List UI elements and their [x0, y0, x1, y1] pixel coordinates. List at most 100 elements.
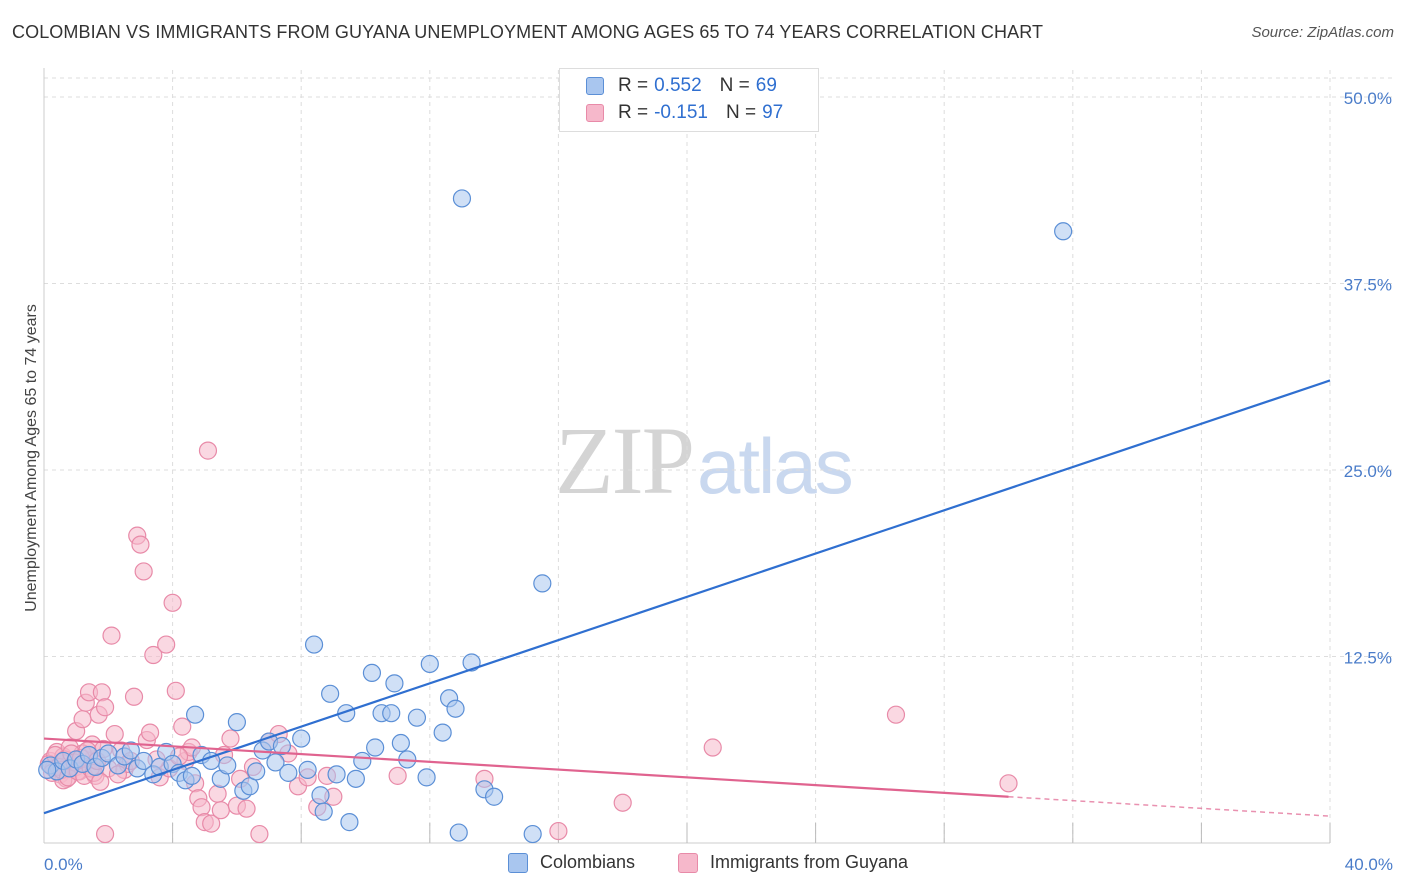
data-point-colombians: [385, 674, 404, 693]
legend-r-value: 0.552: [654, 75, 702, 96]
legend-n-value: 69: [755, 75, 777, 96]
data-point-guyana: [157, 635, 176, 654]
data-point-colombians: [121, 741, 140, 760]
data-point-guyana: [131, 535, 150, 554]
legend-swatch-blue: [586, 77, 604, 95]
watermark-atlas: atlas: [697, 422, 854, 510]
data-point-guyana: [613, 793, 632, 812]
data-point-guyana: [237, 799, 256, 818]
data-point-colombians: [366, 738, 385, 757]
legend-swatch-colombians: [508, 852, 528, 873]
x-tick-label: 0.0%: [44, 855, 83, 874]
data-point-guyana: [202, 814, 221, 833]
legend-row-guyana: R = -0.151 N = 97: [586, 101, 783, 125]
data-point-colombians: [134, 751, 153, 771]
data-point-colombians: [420, 654, 439, 674]
data-point-guyana: [144, 645, 163, 665]
watermark-logo: ZIPatlas: [555, 405, 854, 516]
legend-item-colombians[interactable]: Colombians: [508, 852, 635, 873]
data-point-guyana: [124, 687, 144, 706]
watermark-zip: ZIP: [555, 407, 695, 514]
data-point-guyana: [102, 626, 121, 645]
y-tick-label: 37.5%: [1344, 276, 1392, 295]
data-point-colombians: [311, 786, 330, 805]
data-point-colombians: [533, 574, 552, 593]
data-point-colombians: [346, 769, 365, 788]
data-point-colombians: [340, 813, 359, 832]
data-point-colombians: [38, 760, 57, 779]
source-credit: Source: ZipAtlas.com: [1251, 24, 1394, 41]
data-point-guyana: [250, 824, 269, 844]
data-point-guyana: [208, 784, 227, 803]
data-point-guyana: [134, 562, 153, 581]
trend-line-guyana-extrapolated: [1008, 795, 1331, 817]
ticks-layer: 12.5% 25.0% 37.5% 50.0% 0.0% 40.0%: [44, 89, 1393, 874]
y-tick-label: 12.5%: [1344, 649, 1392, 668]
x-tick-label: 40.0%: [1345, 855, 1393, 874]
data-point-colombians: [433, 723, 452, 742]
legend-swatch-pink: [586, 104, 604, 122]
legend-item-guyana[interactable]: Immigrants from Guyana: [678, 852, 908, 873]
data-point-guyana: [886, 705, 906, 724]
data-point-colombians: [218, 756, 237, 775]
data-point-colombians: [449, 823, 468, 842]
data-point-colombians: [182, 766, 201, 785]
data-point-colombians: [382, 704, 401, 723]
data-point-guyana: [388, 766, 407, 785]
data-point-colombians: [314, 802, 333, 821]
data-point-guyana: [140, 723, 160, 742]
series-legend: Colombians Immigrants from Guyana: [0, 852, 1406, 878]
data-point-guyana: [173, 717, 192, 736]
data-point-colombians: [266, 753, 285, 772]
data-point-colombians: [279, 763, 298, 782]
legend-row-colombians: R = 0.552 N = 69: [586, 74, 777, 98]
data-point-guyana: [163, 593, 182, 612]
data-point-colombians: [327, 765, 346, 784]
legend-label-colombians: Colombians: [540, 852, 636, 872]
y-axis-label: Unemployment Among Ages 65 to 74 years: [23, 304, 40, 612]
data-point-colombians: [186, 705, 205, 724]
data-point-guyana: [166, 681, 185, 700]
data-point-colombians: [417, 768, 436, 787]
data-point-colombians: [304, 635, 324, 654]
data-point-colombians: [272, 736, 292, 756]
legend-r-value: -0.151: [654, 102, 708, 123]
legend-n-label: N =: [719, 75, 750, 96]
data-point-colombians: [247, 762, 266, 781]
data-point-guyana: [999, 774, 1018, 793]
data-point-colombians: [391, 733, 410, 753]
correlation-legend: R = 0.552 N = 69 R = -0.151 N = 97: [559, 68, 819, 132]
legend-r-label: R =: [618, 75, 649, 96]
data-point-guyana: [192, 798, 211, 817]
legend-swatch-guyana: [678, 852, 698, 873]
data-point-guyana: [73, 710, 92, 729]
data-point-guyana: [211, 801, 230, 820]
data-point-colombians: [1054, 222, 1073, 241]
grid-layer: [44, 70, 1394, 843]
y-tick-label: 50.0%: [1344, 89, 1392, 108]
data-point-guyana: [105, 724, 124, 744]
data-point-colombians: [362, 663, 382, 683]
data-point-colombians: [485, 787, 504, 806]
data-point-guyana: [703, 738, 722, 757]
data-point-colombians: [292, 729, 311, 748]
data-point-guyana: [221, 729, 240, 748]
data-point-colombians: [452, 189, 472, 208]
legend-n-label: N =: [725, 102, 757, 123]
data-point-colombians: [523, 824, 542, 844]
data-point-guyana: [198, 441, 218, 460]
data-point-guyana: [549, 821, 568, 841]
data-point-colombians: [227, 713, 246, 732]
chart-title: COLOMBIAN VS IMMIGRANTS FROM GUYANA UNEM…: [12, 22, 1044, 42]
trend-layer: [43, 379, 1331, 817]
data-point-colombians: [407, 708, 427, 727]
legend-label-guyana: Immigrants from Guyana: [710, 852, 909, 872]
data-point-colombians: [353, 751, 372, 771]
y-tick-label: 25.0%: [1344, 462, 1392, 481]
data-point-guyana: [92, 683, 111, 702]
legend-r-label: R =: [618, 102, 649, 123]
trend-line-colombians: [43, 379, 1331, 815]
data-point-colombians: [446, 699, 465, 718]
legend-n-value: 97: [762, 102, 784, 123]
